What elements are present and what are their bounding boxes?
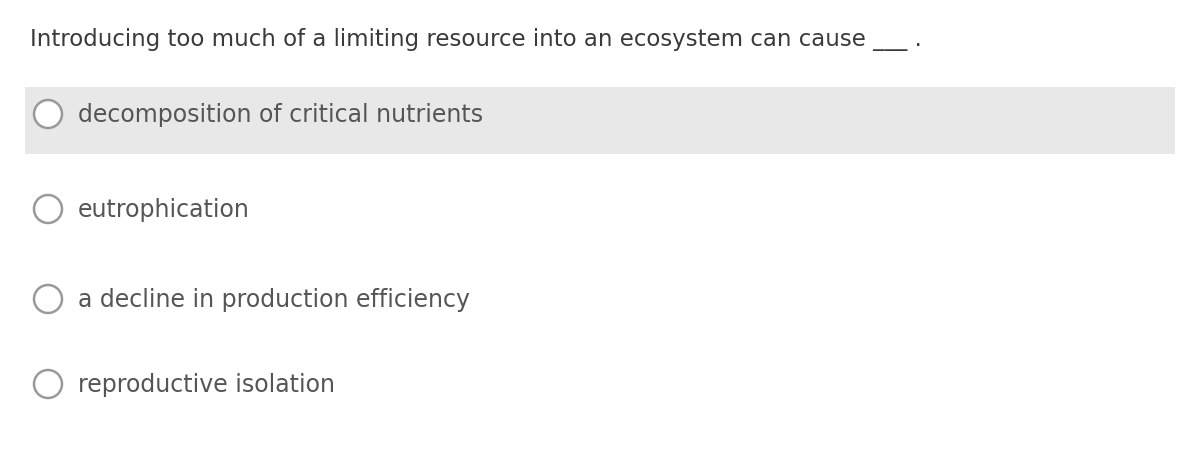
Text: reproductive isolation: reproductive isolation [78, 372, 335, 396]
Ellipse shape [34, 285, 62, 313]
Text: decomposition of critical nutrients: decomposition of critical nutrients [78, 103, 484, 127]
Text: a decline in production efficiency: a decline in production efficiency [78, 288, 470, 311]
Ellipse shape [34, 370, 62, 398]
Ellipse shape [34, 195, 62, 224]
FancyBboxPatch shape [25, 88, 1175, 155]
Text: eutrophication: eutrophication [78, 198, 250, 221]
Ellipse shape [34, 101, 62, 129]
Text: Introducing too much of a limiting resource into an ecosystem can cause ___ .: Introducing too much of a limiting resou… [30, 28, 922, 51]
